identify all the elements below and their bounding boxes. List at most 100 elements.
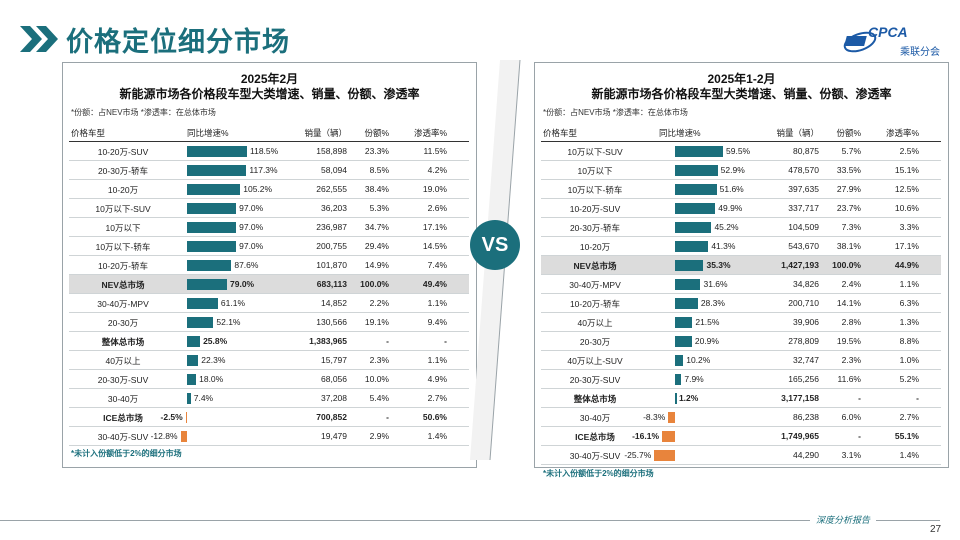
row-share: 2.9% — [369, 431, 389, 441]
growth-bar — [675, 317, 693, 328]
row-volume: 337,717 — [788, 203, 819, 213]
row-name: 整体总市场 — [573, 394, 617, 404]
growth-bar — [187, 298, 218, 309]
row-volume: 1,749,965 — [781, 431, 819, 441]
row-share: 6.0% — [841, 412, 861, 422]
growth-label: 18.0% — [199, 374, 224, 384]
row-name: 10万以下 — [105, 223, 141, 233]
row-penetration: 15.1% — [894, 165, 919, 175]
header-volume: 销量（辆） — [776, 128, 819, 138]
growth-bar — [675, 355, 684, 366]
row-volume: 34,826 — [793, 279, 819, 289]
right-footnote: *未计入份额低于2%的细分市场 — [543, 469, 654, 478]
row-name: 40万以上-SUV — [567, 356, 623, 366]
row-name: 10万以下-轿车 — [567, 185, 623, 195]
row-penetration: 17.1% — [894, 241, 919, 251]
row-volume: 478,570 — [788, 165, 819, 175]
table-row: 30-40万 -8.3% 86,238 6.0% 2.7% — [541, 408, 941, 427]
row-share: 29.4% — [364, 241, 389, 251]
logo-text-en: CPCA — [868, 24, 908, 40]
row-name: 10万以下 — [577, 166, 613, 176]
row-volume: 1,427,193 — [781, 260, 819, 270]
growth-bar — [668, 412, 675, 423]
row-name: 30-40万-MPV — [97, 299, 149, 309]
row-name: 30-40万-SUV — [569, 451, 621, 461]
table-row: 20-30万 52.1% 130,566 19.1% 9.4% — [69, 313, 469, 332]
row-share: 38.1% — [836, 241, 861, 251]
table-row: 整体总市场 25.8% 1,383,965 - - — [69, 332, 469, 351]
table-row: 30-40万-MPV 31.6% 34,826 2.4% 1.1% — [541, 275, 941, 294]
row-name: 10万以下-SUV — [95, 204, 151, 214]
growth-label: 31.6% — [703, 279, 728, 289]
growth-label: -12.8% — [150, 431, 178, 441]
row-volume: 200,755 — [316, 241, 347, 251]
growth-label: 28.3% — [700, 298, 725, 308]
table-row: 40万以上-SUV 10.2% 32,747 2.3% 1.0% — [541, 351, 941, 370]
growth-label: 105.2% — [243, 184, 273, 194]
growth-label: -25.7% — [624, 450, 652, 460]
row-penetration: 6.3% — [899, 298, 919, 308]
row-share: 11.6% — [837, 374, 861, 384]
row-penetration: 55.1% — [894, 431, 919, 441]
row-share: 7.3% — [841, 222, 861, 232]
row-penetration: 11.5% — [423, 146, 447, 156]
header-name: 价格车型 — [543, 128, 578, 138]
growth-bar — [187, 374, 197, 385]
row-name: 30-40万 — [107, 394, 139, 404]
table-row: 30-40万-SUV -12.8% 19,479 2.9% 1.4% — [69, 427, 469, 446]
table-row: 10万以下-SUV 59.5% 80,875 5.7% 2.5% — [541, 142, 941, 161]
table-row: 10-20万-SUV 118.5% 158,898 23.3% 11.5% — [69, 142, 469, 161]
header-share: 份额% — [364, 128, 389, 138]
growth-bar — [675, 279, 701, 290]
row-volume: 683,113 — [316, 279, 347, 289]
growth-label: 41.3% — [711, 241, 736, 251]
row-penetration: 1.1% — [899, 279, 919, 289]
header-volume: 销量（辆） — [304, 128, 347, 138]
row-share: 100.0% — [832, 260, 861, 270]
table-row: 20-30万-SUV 18.0% 68,056 10.0% 4.9% — [69, 370, 469, 389]
row-penetration: - — [916, 393, 919, 403]
growth-label: 20.9% — [694, 336, 719, 346]
table-row: 20-30万-轿车 117.3% 58,094 8.5% 4.2% — [69, 161, 469, 180]
growth-bar — [187, 336, 201, 347]
table-row: 10万以下-轿车 97.0% 200,755 29.4% 14.5% — [69, 237, 469, 256]
footer-line — [0, 520, 940, 521]
table-header: 价格车型 同比增速% 销量（辆） 份额% 渗透率% — [69, 123, 469, 142]
row-penetration: 8.8% — [899, 336, 919, 346]
row-name: 整体总市场 — [101, 337, 145, 347]
row-penetration: 2.6% — [427, 203, 447, 213]
logo-text-cn: 乘联分会 — [900, 47, 940, 58]
header-share: 份额% — [836, 128, 861, 138]
growth-bar — [675, 165, 718, 176]
row-share: 5.4% — [369, 393, 389, 403]
growth-bar — [187, 184, 241, 195]
table-row: NEV总市场 79.0% 683,113 100.0% 49.4% — [69, 275, 469, 294]
row-share: 38.4% — [364, 184, 389, 194]
row-share: 8.5% — [369, 165, 389, 175]
growth-bar — [187, 146, 247, 157]
table-row: 10-20万 105.2% 262,555 38.4% 19.0% — [69, 180, 469, 199]
growth-label: 7.9% — [684, 374, 704, 384]
row-penetration: 5.2% — [899, 374, 919, 384]
row-share: - — [386, 412, 389, 422]
table-row: 20-30万-SUV 7.9% 165,256 11.6% 5.2% — [541, 370, 941, 389]
row-name: ICE总市场 — [575, 432, 615, 442]
row-name: 20-30万-SUV — [569, 375, 621, 385]
row-penetration: 1.3% — [899, 317, 919, 327]
growth-bar — [675, 184, 717, 195]
growth-bar — [180, 431, 187, 442]
growth-label: -2.5% — [160, 412, 183, 422]
row-volume: 3,177,158 — [781, 393, 819, 403]
growth-bar — [185, 412, 188, 423]
growth-label: 59.5% — [726, 146, 751, 156]
row-share: 19.1% — [364, 317, 389, 327]
table-row: ICE总市场 -16.1% 1,749,965 - 55.1% — [541, 427, 941, 446]
table-row: 10-20万 41.3% 543,670 38.1% 17.1% — [541, 237, 941, 256]
growth-bar — [187, 279, 227, 290]
footer-tag: 深度分析报告 — [810, 513, 877, 526]
growth-bar — [675, 393, 677, 404]
row-share: 23.7% — [836, 203, 861, 213]
row-share: 2.2% — [369, 298, 389, 308]
right-title-line2: 新能源市场各价格段车型大类增速、销量、份额、渗透率 — [591, 87, 892, 101]
row-name: 10万以下-轿车 — [95, 242, 151, 252]
